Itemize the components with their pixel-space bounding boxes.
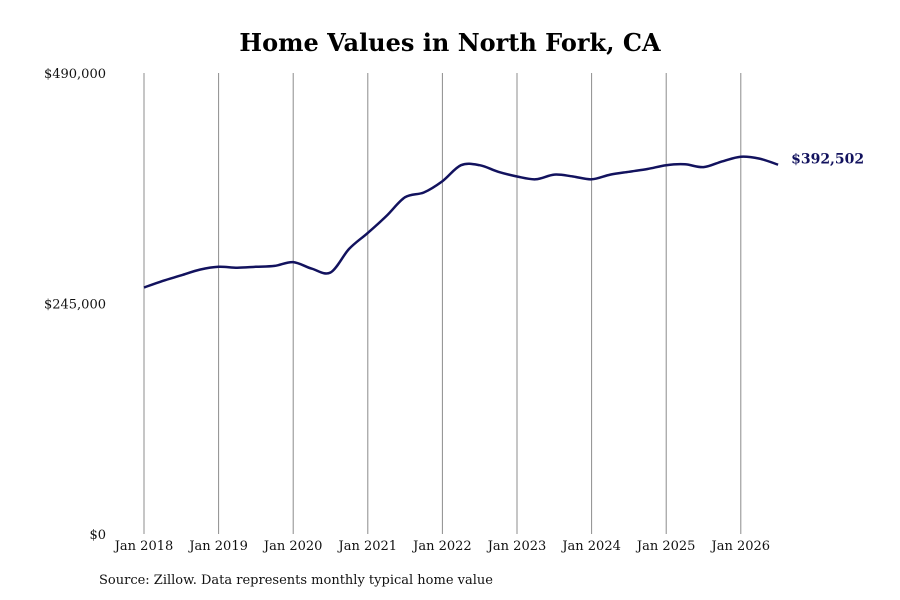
x-tick-label: Jan 2025 [635,539,696,554]
x-tick-label: Jan 2018 [113,539,174,554]
y-tick-label: $0 [89,528,106,543]
gridlines [143,73,742,534]
series-line [143,155,779,289]
y-tick-label: $245,000 [44,298,106,313]
x-tick-label: Jan 2024 [560,539,621,554]
x-tick-label: Jan 2019 [187,539,248,554]
end-value-label: $392,502 [791,152,864,168]
x-tick-label: Jan 2023 [486,539,547,554]
x-axis: Jan 2018 Jan 2019 Jan 2020 Jan 2021 Jan 2022… [113,539,770,554]
x-tick-label: Jan 2026 [710,539,771,554]
y-tick-label: $490,000 [44,67,106,82]
x-tick-label: Jan 2022 [411,539,472,554]
x-tick-label: Jan 2020 [262,539,323,554]
y-axis: $0 $245,000 $490,000 [44,67,106,543]
x-tick-label: Jan 2021 [337,539,398,554]
source-note: Source: Zillow. Data represents monthly … [99,573,493,588]
chart-title: Home Values in North Fork, CA [239,28,661,57]
